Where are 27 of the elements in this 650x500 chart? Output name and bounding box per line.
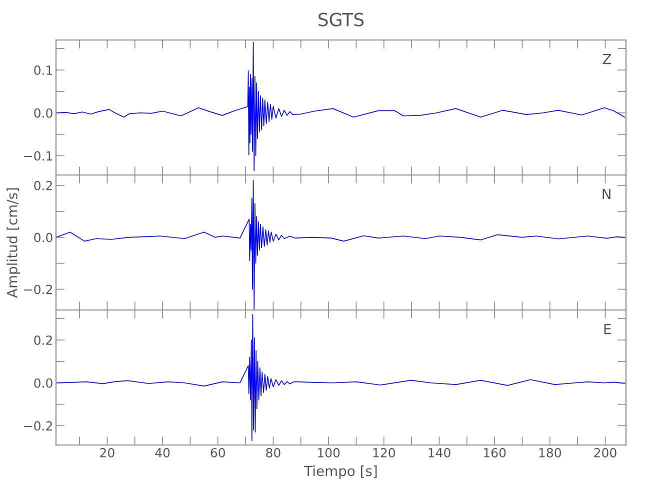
x-axis-title: Tiempo [s] (304, 465, 377, 479)
y-tick-label: 0.0 (34, 232, 52, 242)
x-tick-label: 200 (594, 448, 616, 458)
chart-title: SGTS (318, 12, 364, 26)
y-tick-label: 0.0 (34, 108, 52, 118)
y-tick-label: −0.2 (24, 284, 52, 294)
y-tick-label: −0.1 (24, 151, 52, 161)
x-tick-label: 180 (539, 448, 562, 458)
line-series (56, 314, 626, 442)
x-tick-label: 160 (484, 448, 506, 458)
x-tick-label: 100 (318, 448, 340, 458)
y-tick-label: 0.0 (34, 378, 52, 388)
annotation: N (602, 188, 610, 200)
x-tick-label: 120 (373, 448, 395, 458)
x-tick-label: 40 (155, 448, 170, 458)
annotation: E (604, 324, 611, 334)
annotation: Z (602, 54, 612, 64)
x-tick-label: 20 (100, 448, 114, 458)
x-tick-label: 80 (266, 448, 280, 458)
y-axis-title: Amplitud [cm/s] (6, 188, 20, 298)
y-tick-label: −0.2 (24, 421, 52, 431)
y-tick-label: 0.2 (34, 180, 52, 190)
y-tick-label: 0.2 (34, 335, 52, 345)
x-tick-label: 140 (428, 448, 450, 458)
line-series (56, 42, 626, 172)
x-tick-label: 60 (210, 448, 225, 458)
y-tick-label: 0.1 (34, 65, 52, 75)
